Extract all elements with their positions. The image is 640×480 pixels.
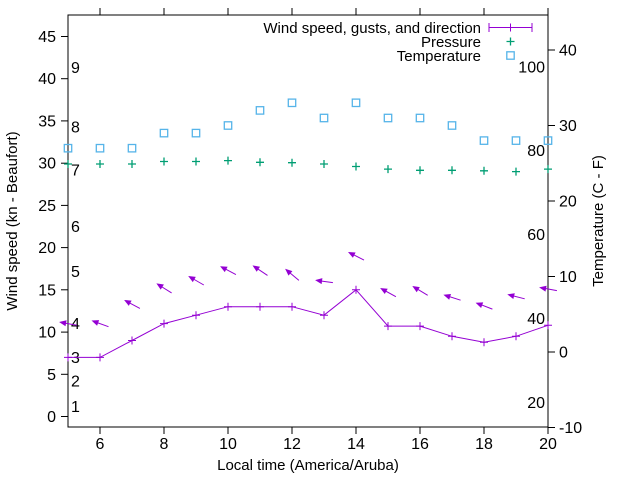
x-axis-ticks: 6 8 10 12 14 16 18 20	[96, 8, 557, 453]
celsius-tick-label: 40	[559, 43, 577, 60]
beaufort-label: 9	[71, 60, 80, 77]
celsius-tick-label: 10	[559, 269, 577, 286]
y-right-axis-ticks: -10 0 10 20 30 40	[548, 43, 582, 437]
fahrenheit-label: 100	[518, 59, 545, 76]
x-tick-label: 8	[160, 436, 169, 453]
legend-label-pressure: Pressure	[421, 34, 481, 51]
fahrenheit-label: 20	[527, 395, 545, 412]
x-tick-label: 14	[347, 436, 365, 453]
wind-speed-tick-label: 35	[38, 113, 56, 130]
fahrenheit-scale-labels: 100 80 60 40 20	[518, 59, 545, 412]
x-tick-label: 20	[539, 436, 557, 453]
beaufort-label: 2	[71, 374, 80, 391]
x-axis-title: Local time (America/Aruba)	[217, 457, 399, 474]
y-left-axis-ticks: 0 5 10 15 20 25 30 35 40 45	[38, 29, 68, 426]
pressure-series	[64, 156, 552, 176]
wind-speed-tick-label: 15	[38, 282, 56, 299]
wind-speed-tick-label: 45	[38, 29, 56, 46]
y-left-axis-title: Wind speed (kn - Beaufort)	[4, 131, 21, 310]
legend-samples	[488, 23, 533, 60]
fahrenheit-label: 60	[527, 227, 545, 244]
x-tick-label: 6	[96, 436, 105, 453]
wind-speed-tick-label: 30	[38, 156, 56, 173]
beaufort-label: 6	[71, 219, 80, 236]
x-tick-label: 12	[283, 436, 301, 453]
fahrenheit-label: 80	[527, 143, 545, 160]
legend-label-temperature: Temperature	[397, 48, 481, 65]
wind-speed-tick-label: 5	[47, 367, 56, 384]
wind-speed-tick-label: 25	[38, 198, 56, 215]
fahrenheit-label: 40	[527, 311, 545, 328]
beaufort-label: 3	[71, 350, 80, 367]
beaufort-label: 8	[71, 119, 80, 136]
legend-label-wind: Wind speed, gusts, and direction	[263, 20, 481, 37]
temperature-series	[63, 98, 553, 153]
wind-speed-series	[64, 285, 552, 362]
x-tick-label: 18	[475, 436, 493, 453]
celsius-tick-label: 20	[559, 194, 577, 211]
wind-speed-tick-label: 40	[38, 71, 56, 88]
wind-speed-tick-label: 0	[47, 409, 56, 426]
beaufort-label: 5	[71, 264, 80, 281]
beaufort-label: 1	[71, 399, 80, 416]
wind-speed-tick-label: 10	[38, 325, 56, 342]
celsius-tick-label: 0	[559, 345, 568, 362]
celsius-tick-label: 30	[559, 118, 577, 135]
wind-speed-tick-label: 20	[38, 240, 56, 257]
wind-gust-arrows	[59, 252, 557, 328]
generated-plot-elements: 6 8 10 12 14 16 18 20051015202530354045-1001020…	[38, 8, 582, 453]
x-tick-label: 10	[219, 436, 237, 453]
beaufort-label: 7	[71, 162, 80, 179]
plot-border	[67, 14, 549, 428]
celsius-tick-label: -10	[559, 420, 582, 437]
x-tick-label: 16	[411, 436, 429, 453]
y-right-axis-title: Temperature (C - F)	[590, 155, 607, 287]
